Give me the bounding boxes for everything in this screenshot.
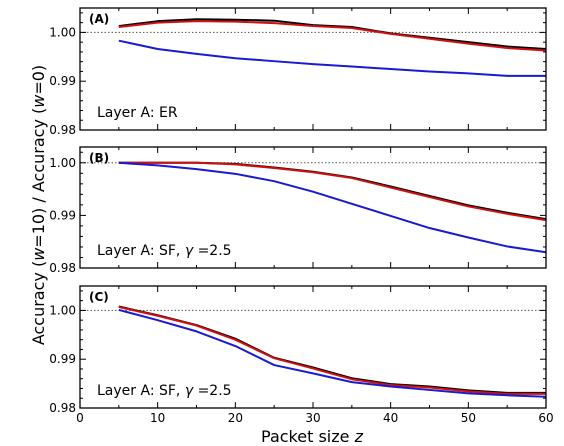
- panel-c-series-black-line: [118, 305, 546, 394]
- panel-c-x-tick-label: 10: [150, 411, 165, 425]
- panel-b-y-tick-label: 0.99: [49, 208, 76, 222]
- panel-a-y-tick-label: 1.00: [49, 25, 76, 39]
- panel-c-x-tick-label: 0: [76, 411, 84, 425]
- panel-b-annotation: Layer A: SF, γ =2.5: [97, 243, 232, 259]
- panel-c-y-tick-label: 1.00: [49, 303, 76, 317]
- panel-a-y-tick-label: 0.99: [49, 74, 76, 88]
- panel-c-x-tick-label: 40: [383, 411, 398, 425]
- panel-b-series-blue-line: [118, 161, 547, 254]
- panel-c-y-tick-label: 0.99: [49, 352, 76, 366]
- panel-b-tag: (B): [89, 151, 109, 165]
- panels: 0.98 0.99 1.00 (A) Layer A: ER 0.98 0.99 1.00 (B…: [49, 7, 554, 425]
- panel-c-x-tick-label: 60: [538, 411, 553, 425]
- panel-a-series-blue-line: [118, 39, 546, 77]
- panel-c-x-tick-label: 50: [461, 411, 476, 425]
- panel-c-tag: (C): [89, 290, 109, 304]
- panel-a-series-red-line: [118, 20, 547, 52]
- panel-c-annotation: Layer A: SF, γ =2.5: [97, 383, 232, 399]
- panel-c-series-blue-line: [118, 308, 547, 398]
- y-axis-label: Accuracy (w=10) / Accuracy (w=0): [29, 65, 48, 345]
- panel-c-x-tick-label: 30: [305, 411, 320, 425]
- panel-c: 0.98 0.99 1.00 0 10 20 30 40 50 60 (C) Layer A: SF,…: [49, 285, 554, 425]
- panel-c-x-tick-label: 20: [228, 411, 243, 425]
- x-axis-label: Packet size z: [261, 427, 364, 446]
- panel-b-series-black-line: [118, 161, 547, 221]
- panel-a-y-tick-label: 0.98: [49, 123, 76, 137]
- panel-a-tag: (A): [89, 12, 109, 26]
- panel-c-series-red-line: [118, 306, 546, 395]
- panel-b-series-red-line: [118, 161, 547, 222]
- panel-b-y-tick-label: 0.98: [49, 261, 76, 275]
- panel-a: 0.98 0.99 1.00 (A) Layer A: ER: [49, 7, 547, 137]
- panel-b: 0.98 0.99 1.00 (B) Layer A: SF, γ =2.5: [49, 146, 547, 275]
- panel-a-annotation: Layer A: ER: [97, 105, 178, 121]
- panel-b-y-tick-label: 1.00: [49, 156, 76, 170]
- panel-c-y-tick-label: 0.98: [49, 401, 76, 415]
